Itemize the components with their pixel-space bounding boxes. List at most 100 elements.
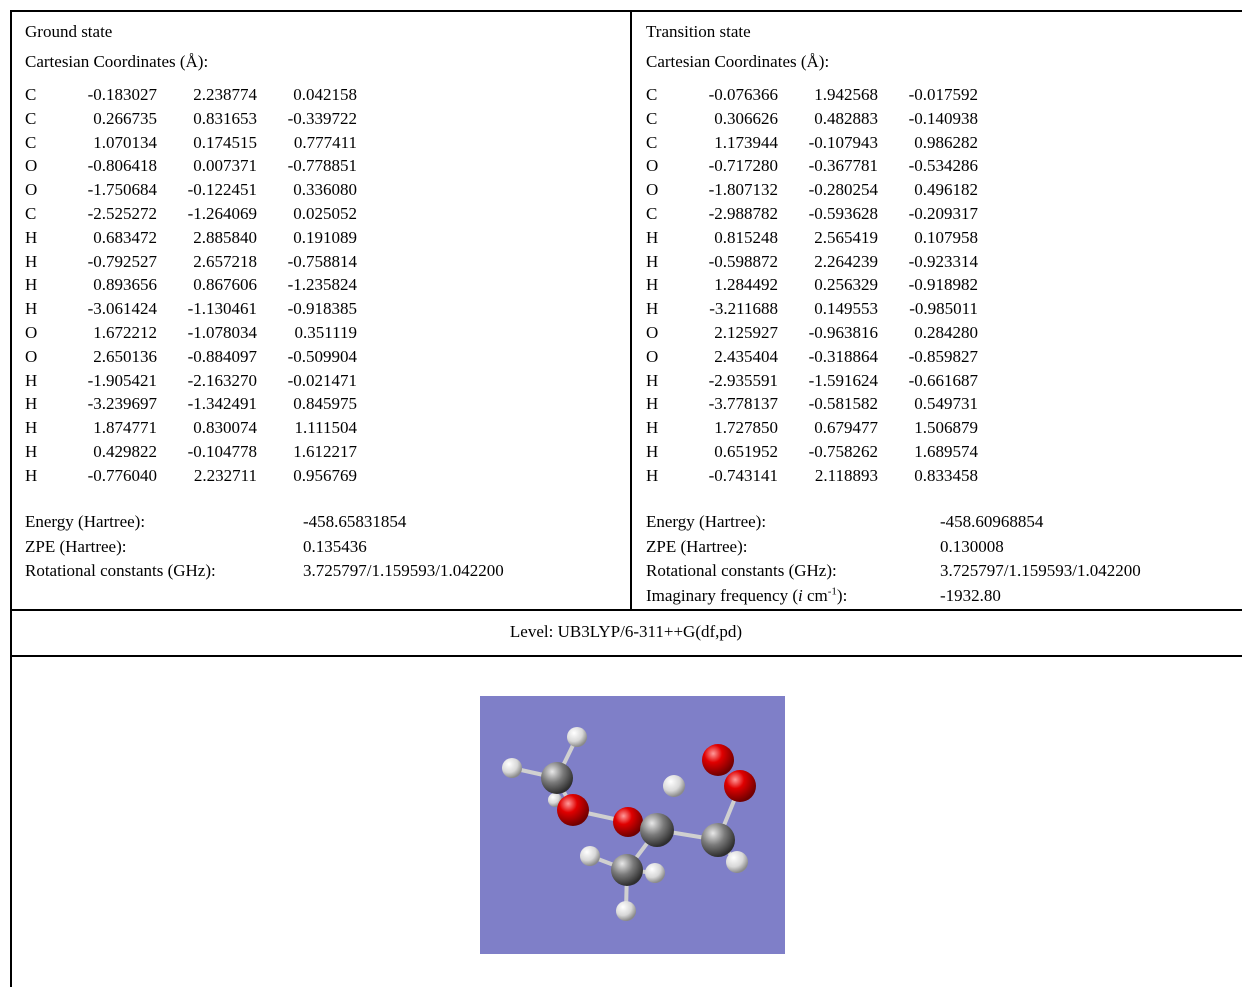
level-text: Level: UB3LYP/6-311++G(df,pd) — [0, 622, 1242, 642]
atom-symbol: O — [25, 323, 37, 343]
coordinate: -0.209317 — [878, 204, 978, 224]
atom-symbol: C — [25, 109, 36, 129]
coordinate: 0.149553 — [778, 299, 878, 319]
coordinate: -0.367781 — [778, 156, 878, 176]
coordinate: -1.591624 — [778, 371, 878, 391]
coordinate: -0.509904 — [257, 347, 357, 367]
atom-symbol: O — [25, 180, 37, 200]
coordinate: 0.351119 — [257, 323, 357, 343]
coordinate: -0.884097 — [157, 347, 257, 367]
atom-symbol: H — [646, 371, 658, 391]
atom-symbol: H — [25, 371, 37, 391]
coordinate: -0.661687 — [878, 371, 978, 391]
coordinate: -0.581582 — [778, 394, 878, 414]
coordinate: 0.482883 — [778, 109, 878, 129]
atom-symbol: H — [25, 228, 37, 248]
coordinate: -3.211688 — [678, 299, 778, 319]
property-label: Energy (Hartree): — [646, 512, 766, 532]
atom-symbol: C — [25, 85, 36, 105]
coordinate: -1.078034 — [157, 323, 257, 343]
coordinate: -0.918982 — [878, 275, 978, 295]
atom-symbol: C — [646, 204, 657, 224]
coordinate: -0.859827 — [878, 347, 978, 367]
coordinate: -1.342491 — [157, 394, 257, 414]
border — [10, 609, 1242, 611]
label-part: -1 — [828, 585, 837, 597]
coordinate: 0.191089 — [257, 228, 357, 248]
property-value: 0.130008 — [940, 537, 1004, 557]
coordinate: 0.042158 — [257, 85, 357, 105]
label-part: cm — [803, 586, 828, 605]
coordinate: 0.986282 — [878, 133, 978, 153]
atom-symbol: H — [646, 252, 658, 272]
coordinate: -1.750684 — [57, 180, 157, 200]
coordinate: -0.806418 — [57, 156, 157, 176]
atom-symbol: H — [646, 418, 658, 438]
coordinate: -0.593628 — [778, 204, 878, 224]
coordinate: -0.017592 — [878, 85, 978, 105]
coordinate: -3.061424 — [57, 299, 157, 319]
atom-symbol: O — [25, 156, 37, 176]
coordinate: -0.183027 — [57, 85, 157, 105]
coordinate: -1.130461 — [157, 299, 257, 319]
coordinate: 1.689574 — [878, 442, 978, 462]
atom-symbol: C — [25, 204, 36, 224]
label-part: ): — [837, 586, 847, 605]
atom-symbol: H — [25, 394, 37, 414]
atom-symbol: H — [25, 299, 37, 319]
atom-symbol: H — [25, 275, 37, 295]
coordinate: -2.163270 — [157, 371, 257, 391]
border — [10, 655, 1242, 657]
coordinate: -0.923314 — [878, 252, 978, 272]
coordinate: 1.942568 — [778, 85, 878, 105]
atom-symbol: H — [25, 418, 37, 438]
coordinate: 0.679477 — [778, 418, 878, 438]
coordinate: -3.239697 — [57, 394, 157, 414]
atom-symbol: C — [646, 109, 657, 129]
atom-symbol: H — [646, 466, 658, 486]
atom-symbol: O — [646, 156, 658, 176]
coordinate: -0.122451 — [157, 180, 257, 200]
label-part: Imaginary frequency ( — [646, 586, 798, 605]
property-value: 0.135436 — [303, 537, 367, 557]
coordinate: 0.284280 — [878, 323, 978, 343]
coordinate: -3.778137 — [678, 394, 778, 414]
atom-symbol: C — [25, 133, 36, 153]
coordinate: 2.125927 — [678, 323, 778, 343]
coordinate: -0.339722 — [257, 109, 357, 129]
coordinate: 0.845975 — [257, 394, 357, 414]
coordinate: -0.104778 — [157, 442, 257, 462]
property-label: ZPE (Hartree): — [25, 537, 126, 557]
coordinate: 0.815248 — [678, 228, 778, 248]
coordinate: 0.107958 — [878, 228, 978, 248]
coordinate: -0.534286 — [878, 156, 978, 176]
property-value: -458.65831854 — [303, 512, 406, 532]
coordinate: -0.107943 — [778, 133, 878, 153]
coordinate: -0.743141 — [678, 466, 778, 486]
coordinate: 0.306626 — [678, 109, 778, 129]
coordinate: 1.070134 — [57, 133, 157, 153]
coordinate: 2.232711 — [157, 466, 257, 486]
coordinate: 1.111504 — [257, 418, 357, 438]
property-label: Imaginary frequency (i cm-1): — [646, 586, 847, 606]
atom-symbol: H — [646, 299, 658, 319]
coordinate: -0.021471 — [257, 371, 357, 391]
atom-symbol: C — [646, 85, 657, 105]
coordinate: 0.683472 — [57, 228, 157, 248]
coordinate: 0.651952 — [678, 442, 778, 462]
panel-title: Transition state — [646, 22, 751, 42]
atom-symbol: O — [646, 347, 658, 367]
coordinate: 2.650136 — [57, 347, 157, 367]
coordinate: -0.758814 — [257, 252, 357, 272]
coordinate: -0.076366 — [678, 85, 778, 105]
atom-symbol: O — [646, 180, 658, 200]
coordinate: 1.284492 — [678, 275, 778, 295]
coordinate: 0.174515 — [157, 133, 257, 153]
coordinate: 1.727850 — [678, 418, 778, 438]
coordinate: 2.435404 — [678, 347, 778, 367]
atom-symbol: C — [646, 133, 657, 153]
coordinate: 1.506879 — [878, 418, 978, 438]
property-label: Rotational constants (GHz): — [646, 561, 837, 581]
coordinate: -1.807132 — [678, 180, 778, 200]
coordinate: 0.549731 — [878, 394, 978, 414]
